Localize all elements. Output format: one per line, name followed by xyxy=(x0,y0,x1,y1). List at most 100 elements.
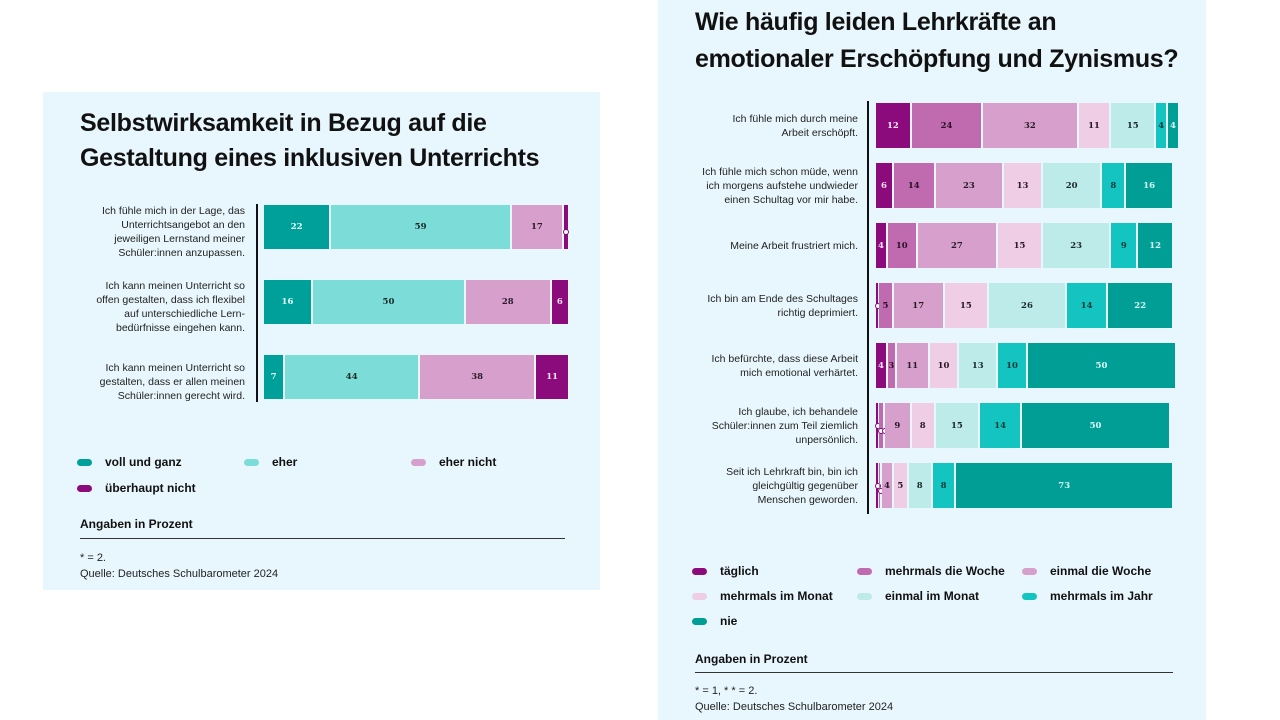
legend-item: einmal die Woche xyxy=(1022,564,1151,578)
data-label: 44 xyxy=(345,372,358,382)
data-label: 23 xyxy=(962,180,975,191)
bar-segment-einmal-die-woche: 32 xyxy=(983,103,1077,148)
category-label-line: Ich glaube, ich behandele xyxy=(738,405,858,418)
y-axis-line xyxy=(867,101,869,514)
data-label: 12 xyxy=(886,120,899,131)
bar-segment-nie: 50 xyxy=(1022,403,1170,448)
legend-label: einmal die Woche xyxy=(1050,564,1152,578)
legend-swatch-icon xyxy=(857,567,872,575)
category-label-line: auf unterschiedliche Lern- xyxy=(124,308,245,320)
bar-segment-mehrmals-im-monat: 8 xyxy=(911,403,934,448)
bar-segment-einmal-im-monat: 8 xyxy=(908,463,931,508)
legend-item: mehrmals im Monat xyxy=(692,589,833,603)
bar-segment-einmal-im-monat: 23 xyxy=(1042,223,1110,268)
data-label: 3 xyxy=(888,360,895,371)
legend-swatch-icon xyxy=(692,617,707,625)
bar-segment-mehrmals-die-woche: 24 xyxy=(911,103,982,148)
bar-segment-eher-nicht: 38 xyxy=(420,355,535,399)
category-label-line: Ich fühle mich schon müde, wenn xyxy=(702,165,858,178)
data-label: 14 xyxy=(907,180,920,191)
data-label: 27 xyxy=(951,240,963,251)
category-label-line: einen Schultag vor mir habe. xyxy=(724,193,858,206)
data-label: 10 xyxy=(937,360,950,371)
chart-title: Wie häufig leiden Lehrkräfte an emotiona… xyxy=(695,8,1179,73)
source-note: Quelle: Deutsches Schulbarometer 2024 xyxy=(80,568,279,580)
data-label: 11 xyxy=(1088,120,1100,131)
legend-item: einmal im Monat xyxy=(857,589,979,603)
chart-panel-inklusiver-unterricht: Selbstwirksamkeit in Bezug auf die Gesta… xyxy=(43,92,600,590)
legend-item: eher nicht xyxy=(411,455,496,469)
legend-label: mehrmals im Jahr xyxy=(1050,589,1153,603)
data-label: 28 xyxy=(501,297,514,307)
bar-segment-mehrmals-die-woche: 14 xyxy=(893,163,934,208)
bar-segment-einmal-die-woche: 9 xyxy=(884,403,910,448)
legend-swatch-icon xyxy=(692,592,707,600)
bar-segment-einmal-die-woche: 11 xyxy=(896,343,928,388)
category-label: Ich befürchte, dass diese Arbeit mich emo… xyxy=(668,352,858,380)
category-label-line: Ich bin am Ende des Schultages xyxy=(707,292,858,305)
bar-segment-täglich: 4 xyxy=(876,343,886,388)
category-label-line: Ich fühle mich in der Lage, das xyxy=(101,205,245,217)
legend-label: überhaupt nicht xyxy=(105,481,196,495)
legend-item: nie xyxy=(692,614,737,628)
data-label: 5 xyxy=(882,300,889,311)
bar-segment-einmal-im-monat: 26 xyxy=(989,283,1065,328)
legend-label: mehrmals im Monat xyxy=(720,589,833,603)
bar-segment-mehrmals-die-woche: 5 xyxy=(878,283,892,328)
y-axis-line xyxy=(256,204,258,402)
data-label: 15 xyxy=(1013,240,1026,251)
legend-item: voll und ganz xyxy=(77,455,182,469)
category-label-line: Schüler:innen gerecht wird. xyxy=(117,390,245,402)
data-label: 16 xyxy=(1143,180,1156,191)
category-label: Ich fühle mich durch meine Arbeit erschöp… xyxy=(668,112,858,140)
bar-segment-mehrmals-im-monat: 15 xyxy=(944,283,988,328)
bar-segment-voll-und-ganz: 22 xyxy=(264,205,330,249)
bar-segment-mehrmals-die-woche xyxy=(877,463,884,508)
category-label-line: Unterrichtsangebot an den xyxy=(121,219,245,231)
data-label: 6 xyxy=(556,297,563,307)
legend-swatch-icon xyxy=(1022,592,1037,600)
legend-swatch-icon xyxy=(244,458,259,466)
chart-title: Selbstwirksamkeit in Bezug auf die Gesta… xyxy=(80,109,540,172)
legend-label: mehrmals die Woche xyxy=(885,564,1005,578)
bar-segment-einmal-die-woche: 27 xyxy=(917,223,997,268)
category-label-line: bedürfnisse eingehen kann. xyxy=(115,322,245,334)
bar-segment-nie: 73 xyxy=(956,463,1172,508)
data-label: 10 xyxy=(895,240,908,251)
bar-segment-mehrmals-im-jahr: 10 xyxy=(998,343,1026,388)
category-label-line: Schüler:innen anzupassen. xyxy=(118,247,245,259)
bar-segment-voll-und-ganz: 16 xyxy=(264,280,311,324)
bar-segment-nie: 12 xyxy=(1138,223,1172,268)
category-label-line: Meine Arbeit frustriert mich. xyxy=(730,239,858,252)
legend-swatch-icon xyxy=(77,484,92,492)
category-label-line: gleichgültig gegenüber xyxy=(752,479,858,492)
data-label: 32 xyxy=(1024,120,1036,131)
bar-segment-mehrmals-im-jahr: 14 xyxy=(1066,283,1107,328)
bar-segment-eher-nicht: 17 xyxy=(511,205,562,249)
bar-segment-mehrmals-im-monat: 15 xyxy=(998,223,1041,268)
data-label: 10 xyxy=(1006,360,1018,371)
data-label: 22 xyxy=(1134,300,1147,311)
bar-segment-mehrmals-im-jahr: 8 xyxy=(932,463,955,508)
category-label-line: offen gestalten, dass ich flexibel xyxy=(96,294,245,306)
legend-label: einmal im Monat xyxy=(885,589,980,603)
data-label: 15 xyxy=(959,300,972,311)
data-label: 4 xyxy=(1158,120,1165,131)
bar-segment-täglich xyxy=(875,463,881,508)
data-label: 38 xyxy=(471,372,484,382)
bar-segment-einmal-die-woche: 23 xyxy=(935,163,1003,208)
bar-segment-mehrmals-im-monat: 10 xyxy=(929,343,958,388)
legend-swatch-icon xyxy=(411,458,426,466)
data-label: 50 xyxy=(1089,420,1102,431)
bar-segment-mehrmals-im-monat: 11 xyxy=(1078,103,1110,148)
bar-segment-eher: 44 xyxy=(285,355,419,399)
bar-segment-mehrmals-im-monat: 13 xyxy=(1004,163,1041,208)
category-label-line: Seit ich Lehrkraft bin, bin ich xyxy=(726,465,858,478)
legend-swatch-icon xyxy=(857,592,872,600)
legend-item: täglich xyxy=(692,564,759,578)
category-label-line: Ich kann meinen Unterricht so xyxy=(105,280,245,292)
data-label: 4 xyxy=(877,360,884,371)
source-note: Quelle: Deutsches Schulbarometer 2024 xyxy=(695,701,894,713)
data-label: 23 xyxy=(1070,240,1083,251)
bar-segment-mehrmals-die-woche: 10 xyxy=(887,223,916,268)
